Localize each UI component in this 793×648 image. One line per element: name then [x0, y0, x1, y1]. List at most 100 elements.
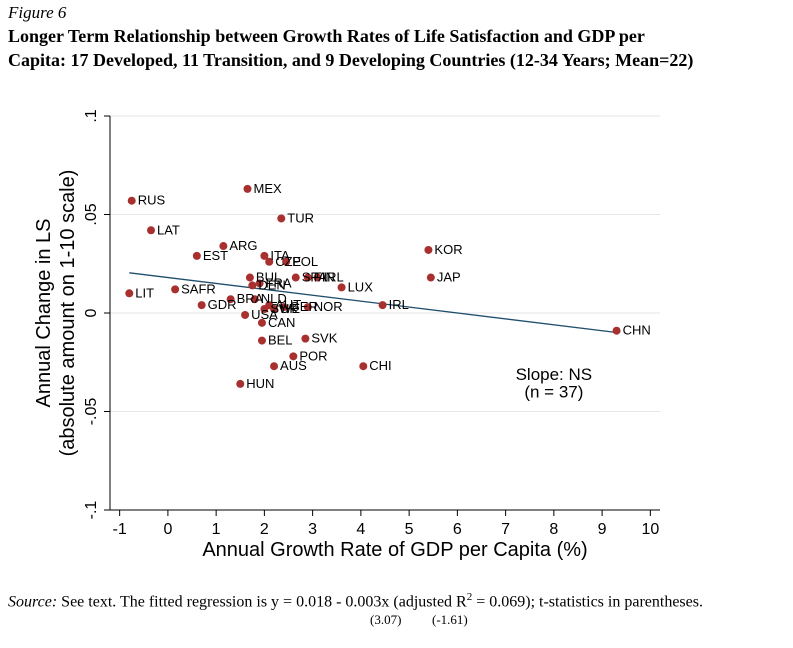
- point-label-nor-27: NOR: [314, 299, 343, 314]
- x-tick-label-11: 10: [641, 521, 659, 538]
- y-axis-label: Annual Change in LS: [33, 218, 55, 407]
- point-ger-24: [279, 303, 288, 312]
- point-label-est-5: EST: [203, 248, 228, 263]
- source-note: Source: See text. The fitted regression …: [8, 587, 788, 612]
- point-rus-0: [127, 196, 136, 205]
- x-tick-label-1: 0: [163, 521, 172, 538]
- point-label-rus-0: RUS: [138, 193, 166, 208]
- point-chn-31: [612, 326, 621, 335]
- point-label-lux-17: LUX: [348, 279, 374, 294]
- y-tick-label-4: .1: [83, 109, 100, 122]
- point-aus-35: [270, 362, 279, 371]
- point-label-ita-6: ITA: [270, 248, 290, 263]
- point-irl-28: [378, 301, 387, 310]
- tstat-intercept: (3.07): [370, 612, 402, 627]
- point-por-34: [289, 352, 298, 361]
- point-label-can-30: CAN: [268, 315, 295, 330]
- x-tick-label-8: 7: [501, 521, 510, 538]
- point-label-aut-23: AUT: [275, 297, 301, 312]
- point-label-uk-25: UK: [280, 301, 298, 316]
- point-ita-6: [260, 251, 269, 260]
- fit-line: [129, 272, 617, 334]
- point-swe-26: [260, 305, 269, 314]
- point-usa-29: [241, 310, 250, 319]
- point-label-svk-33: SVK: [311, 331, 337, 346]
- point-lat-1: [147, 226, 156, 235]
- source-text-a: See text. The fitted regression is y = 0…: [57, 593, 467, 611]
- point-label-bra-20: BRA: [237, 291, 264, 306]
- point-tur-3: [277, 214, 286, 223]
- point-kor-9: [424, 245, 433, 254]
- point-label-cze-7: CZE: [275, 254, 301, 269]
- point-label-por-34: POR: [299, 348, 327, 363]
- point-label-chi-36: CHI: [369, 358, 391, 373]
- x-tick-label-6: 5: [405, 521, 414, 538]
- grid-layer: [110, 115, 660, 511]
- point-label-arg-4: ARG: [229, 238, 257, 253]
- y-tick-label-2: 0: [83, 308, 100, 317]
- point-fra-15: [255, 279, 264, 288]
- point-label-jap-10: JAP: [437, 270, 461, 285]
- point-spa-12: [291, 273, 300, 282]
- point-den-16: [248, 281, 257, 290]
- source-label: Source:: [8, 593, 58, 611]
- y-axis-label-sub: (absolute amount on 1-10 scale): [57, 170, 79, 457]
- point-label-nld-21: NLD: [261, 291, 287, 306]
- point-jap-10: [426, 273, 435, 282]
- figure-title-line-1: Longer Term Relationship between Growth …: [8, 26, 645, 46]
- point-fin-13: [303, 273, 312, 282]
- point-label-fin-13: FIN: [314, 270, 335, 285]
- point-mex-2: [243, 184, 252, 193]
- point-hun-37: [236, 379, 245, 388]
- point-label-irl-14: IRL: [323, 270, 343, 285]
- x-tick-label-4: 3: [308, 521, 317, 538]
- point-bra-20: [226, 295, 235, 304]
- x-axis-label: Annual Growth Rate of GDP per Capita (%): [202, 539, 587, 561]
- point-arg-4: [219, 242, 228, 251]
- point-label-den-16: DEN: [258, 277, 285, 292]
- point-label-pol-8: POL: [292, 254, 318, 269]
- y-tick-label-3: .05: [83, 203, 100, 225]
- figure-title-line-2: Capita: 17 Developed, 11 Transition, and…: [8, 50, 694, 70]
- point-nld-21: [250, 295, 259, 304]
- x-tick-label-3: 2: [260, 521, 269, 538]
- point-svk-33: [301, 334, 310, 343]
- point-est-5: [192, 251, 201, 260]
- scatter-chart: -1 0 1 2 3 4 5 6 7 8 9 10 -.1 -.05 0 .05 .1 RUS LAT MEX TUR…: [33, 109, 660, 561]
- point-label-bul-11: BUL: [256, 270, 281, 285]
- point-label-ger-24: GER: [290, 299, 318, 314]
- point-label-swe-26: SWE: [270, 301, 300, 316]
- point-label-spa-12: SPA: [302, 270, 327, 285]
- point-nor-27: [303, 303, 312, 312]
- x-tick-label-7: 6: [453, 521, 462, 538]
- x-tick-label-2: 1: [212, 521, 221, 538]
- point-label-safr-19: SAFR: [181, 281, 216, 296]
- point-pol-8: [282, 257, 291, 266]
- point-uk-25: [270, 305, 279, 314]
- tstat-slope: (-1.61): [432, 612, 468, 627]
- source-sup: 2: [466, 591, 473, 603]
- point-label-bel-32: BEL: [268, 333, 293, 348]
- x-tick-label-10: 9: [598, 521, 607, 538]
- n-annotation: (n = 37): [524, 383, 583, 402]
- y-tick-label-1: -.05: [83, 398, 100, 426]
- point-lux-17: [337, 283, 346, 292]
- points-layer: [125, 184, 621, 388]
- slope-annotation: Slope: NS: [516, 365, 593, 384]
- x-tick-label-0: -1: [113, 521, 127, 538]
- point-label-kor-9: KOR: [434, 242, 462, 257]
- point-label-fra-15: FRA: [266, 275, 292, 290]
- point-safr-19: [171, 285, 180, 294]
- point-can-30: [257, 318, 266, 327]
- point-label-aus-35: AUS: [280, 358, 307, 373]
- point-label-hun-37: HUN: [246, 376, 274, 391]
- point-gdr-22: [197, 301, 206, 310]
- point-label-tur-3: TUR: [287, 210, 314, 225]
- point-label-lat-1: LAT: [157, 222, 180, 237]
- point-label-mex-2: MEX: [254, 181, 283, 196]
- point-label-gdr-22: GDR: [208, 297, 237, 312]
- point-label-usa-29: USA: [251, 307, 278, 322]
- point-bul-11: [245, 273, 254, 282]
- point-bel-32: [257, 336, 266, 345]
